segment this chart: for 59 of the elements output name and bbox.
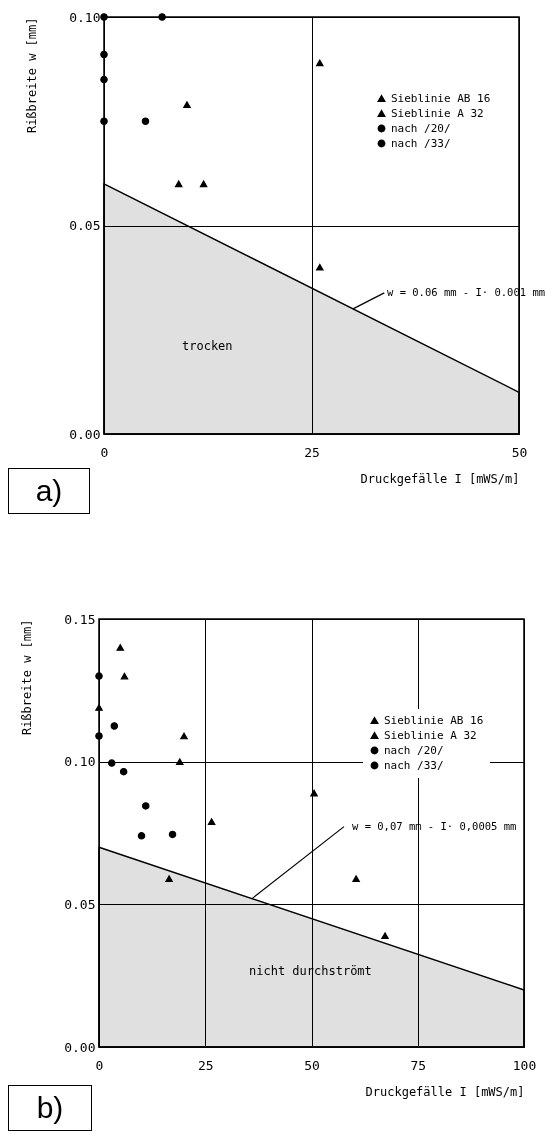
y-tick-label: 0.10: [69, 9, 101, 25]
point: [199, 180, 208, 188]
x-tick-label: 0: [100, 444, 109, 460]
x-tick-label: 50: [511, 444, 528, 460]
point: [95, 672, 103, 680]
point: [95, 732, 103, 740]
point: [107, 759, 116, 767]
legend-label: Sieblinie AB 16: [384, 713, 484, 727]
point: [310, 789, 318, 797]
y-tick-label: 0.05: [69, 218, 101, 233]
point: [165, 875, 173, 882]
point: [100, 75, 108, 84]
x-axis-title: Druckgefälle I [mWS/m]: [365, 1084, 525, 1099]
x-tick-label: 25: [197, 1057, 214, 1073]
x-tick-label: 100: [512, 1057, 537, 1073]
x-tick-label: 50: [304, 1057, 320, 1073]
point: [141, 117, 150, 126]
point: [95, 704, 103, 711]
legend-label: Sieblinie A 32: [384, 728, 477, 742]
point: [168, 830, 177, 839]
point: [137, 832, 146, 840]
point: [352, 875, 360, 882]
y-tick-label: 0.05: [64, 896, 96, 912]
point: [120, 672, 129, 680]
x-tick-label: 0: [95, 1057, 104, 1073]
y-axis-title: Rißbreite w [mm]: [20, 619, 35, 736]
point: [141, 802, 150, 810]
legend-label: Sieblinie A 32: [391, 106, 484, 120]
point: [207, 818, 216, 825]
point: [174, 180, 183, 188]
x-tick-label: 75: [410, 1057, 427, 1073]
legend-label: Sieblinie AB 16: [391, 91, 491, 105]
x-tick-label: 25: [304, 444, 320, 460]
annotation: trocken: [182, 339, 233, 353]
point: [316, 263, 324, 271]
y-tick-label: 0.00: [69, 426, 101, 442]
point: [100, 117, 108, 126]
x-axis-title: Druckgefälle I [mWS/m]: [360, 471, 520, 486]
point: [119, 767, 128, 776]
legend-label: nach /33/: [384, 758, 444, 772]
point: [158, 13, 166, 21]
point: [110, 722, 119, 730]
y-tick-label: 0.00: [64, 1039, 96, 1055]
y-axis-title: Rißbreite w [mm]: [25, 17, 40, 134]
text: a): [8, 468, 90, 514]
point: [381, 932, 389, 940]
point: [316, 59, 324, 67]
legend-label: nach /33/: [391, 136, 451, 150]
legend-label: nach /20/: [391, 121, 451, 135]
point: [100, 13, 108, 21]
point: [100, 50, 108, 59]
legend-label: nach /20/: [384, 743, 444, 757]
y-tick-label: 0.10: [64, 754, 96, 770]
point: [175, 758, 184, 766]
text: b): [8, 1085, 92, 1131]
point: [116, 644, 125, 651]
point: [183, 101, 191, 108]
point: [180, 732, 188, 740]
y-tick-label: 0.15: [64, 611, 96, 627]
